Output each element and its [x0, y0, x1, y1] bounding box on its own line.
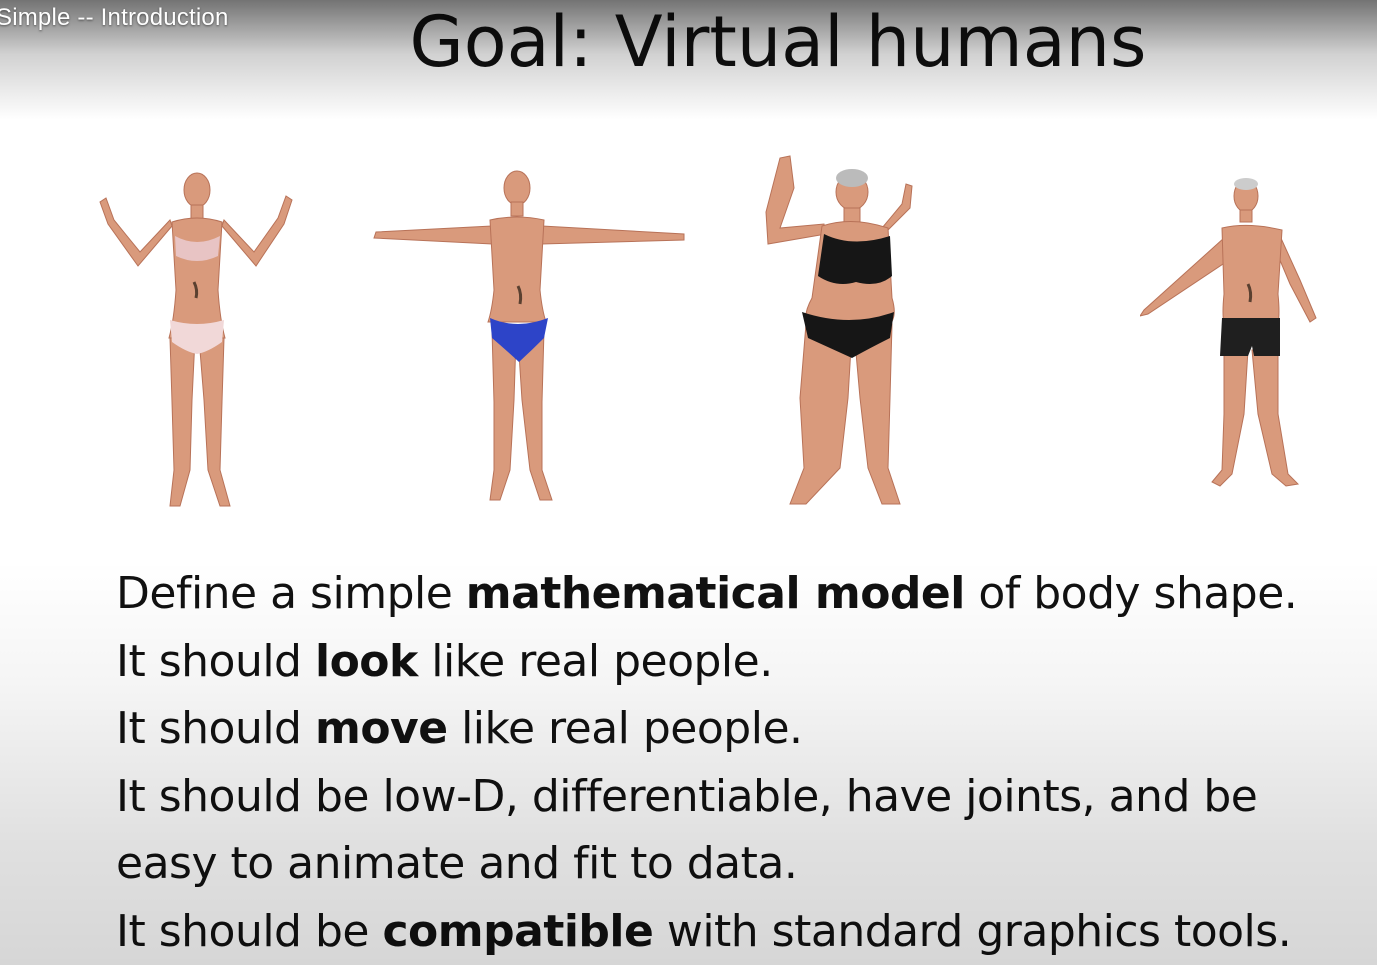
body-line-6: It should be compatible with standard gr… — [116, 905, 1292, 957]
video-title[interactable]: Simple -- Introduction — [0, 4, 229, 31]
body-line-2: It should look like real people. — [116, 635, 773, 687]
figure-man-t-pose — [373, 170, 685, 501]
figure-man-turned — [1140, 178, 1317, 487]
figure-woman-one-arm-up — [765, 155, 913, 505]
slide-body: Define a simple mathematical model of bo… — [116, 560, 1366, 965]
figure-woman-arms-raised — [99, 172, 293, 507]
body-line-1: Define a simple mathematical model of bo… — [116, 568, 1298, 619]
body-line-3: It should move like real people. — [116, 703, 803, 754]
figures-row — [0, 130, 1377, 530]
body-line-5: easy to animate and fit to data. — [116, 838, 798, 889]
body-line-4: It should be low-D, differentiable, have… — [116, 770, 1258, 822]
